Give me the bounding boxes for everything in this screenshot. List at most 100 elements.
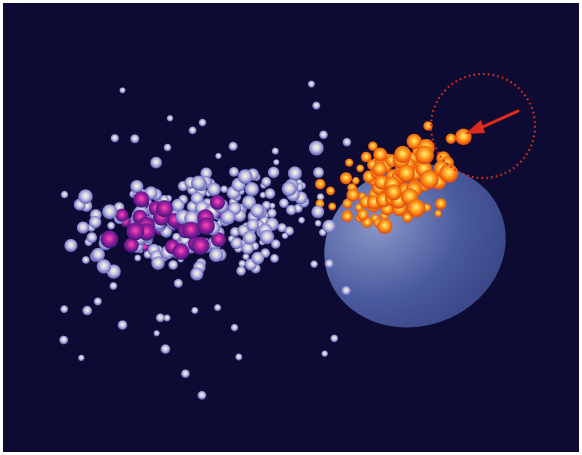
particle — [261, 176, 272, 187]
particle — [423, 121, 433, 131]
particle — [394, 145, 412, 163]
particle — [310, 260, 318, 268]
particle — [211, 232, 226, 248]
particle — [163, 143, 172, 152]
particle — [407, 199, 426, 218]
particle — [251, 251, 265, 265]
particle — [133, 191, 150, 208]
particle — [60, 190, 69, 199]
particle — [244, 182, 259, 197]
particle — [269, 202, 276, 209]
particle — [322, 219, 336, 234]
particle — [228, 141, 238, 151]
particle — [360, 151, 372, 163]
particle — [267, 166, 280, 179]
particle — [60, 305, 69, 314]
particle — [82, 305, 92, 316]
particle — [342, 198, 353, 209]
particle — [235, 353, 243, 361]
particle — [259, 229, 275, 245]
particle — [319, 130, 328, 140]
particle — [330, 334, 339, 343]
particle — [312, 101, 321, 110]
particle — [230, 227, 240, 237]
particle — [397, 164, 415, 183]
particle — [229, 167, 239, 177]
particle — [284, 226, 294, 236]
particle — [242, 253, 250, 261]
particle — [110, 134, 119, 143]
particle — [340, 172, 352, 185]
particle — [173, 278, 183, 288]
particle — [166, 115, 174, 122]
particle — [324, 259, 334, 269]
particle — [163, 314, 171, 322]
particle — [341, 286, 351, 296]
particle — [191, 175, 206, 191]
particle — [171, 198, 185, 212]
particle — [209, 247, 224, 262]
particle — [100, 230, 119, 249]
particle — [313, 167, 324, 178]
particle — [273, 159, 280, 166]
particle — [307, 80, 315, 88]
particle — [59, 335, 69, 345]
particle — [246, 218, 259, 232]
particle — [130, 134, 140, 144]
particle — [415, 145, 434, 165]
particle — [287, 166, 302, 181]
particle — [346, 188, 360, 202]
particle — [356, 164, 365, 173]
particle — [445, 133, 457, 144]
particle-cloud — [59, 80, 472, 400]
particle — [190, 267, 204, 281]
particle — [435, 198, 447, 210]
particle — [220, 209, 236, 225]
particle — [64, 239, 78, 252]
particle — [419, 170, 439, 189]
particle — [182, 221, 200, 239]
particle-scene — [3, 3, 579, 452]
particle — [286, 204, 297, 216]
particle — [76, 221, 90, 234]
particle — [439, 163, 459, 183]
particle — [109, 282, 118, 290]
particle — [78, 189, 93, 204]
particle — [368, 141, 378, 151]
particle — [259, 192, 266, 199]
particle — [200, 167, 212, 180]
particle — [91, 247, 105, 262]
particle — [119, 87, 126, 94]
particle — [357, 209, 369, 221]
particle — [93, 297, 102, 306]
particle — [271, 239, 281, 249]
particle — [341, 211, 353, 222]
particle — [220, 185, 228, 193]
particle — [151, 256, 165, 270]
particle — [130, 180, 144, 193]
particle — [267, 208, 277, 218]
particle — [191, 236, 210, 255]
particle — [123, 237, 139, 253]
particle — [150, 156, 162, 169]
particle — [197, 390, 207, 400]
particle — [191, 307, 199, 314]
particle — [316, 193, 325, 201]
particle — [153, 330, 160, 337]
particle — [215, 152, 222, 160]
particle — [434, 209, 442, 218]
particle — [126, 222, 145, 241]
particle — [308, 140, 324, 156]
particle — [342, 137, 352, 147]
particle — [207, 182, 221, 197]
particle — [328, 202, 337, 211]
particle — [230, 237, 243, 250]
particle — [156, 200, 173, 218]
particle — [115, 208, 129, 222]
particle — [298, 216, 305, 224]
particle — [373, 147, 388, 162]
dotted-circle-marker-icon — [429, 72, 537, 180]
particle — [277, 223, 287, 233]
particle — [214, 304, 222, 312]
